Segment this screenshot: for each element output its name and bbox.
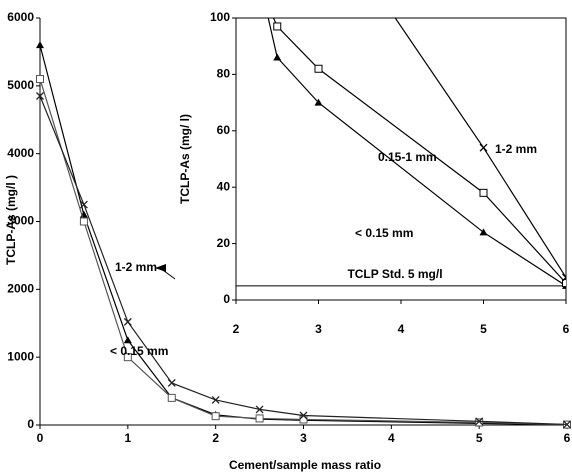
series-annotation: < 0.15 mm: [110, 344, 168, 358]
plot-area: [36, 41, 571, 429]
y-tick-label: 40: [217, 179, 231, 193]
x-tick-label: 6: [564, 431, 571, 445]
marker: [167, 393, 176, 402]
marker: [479, 228, 488, 236]
inset-background: [175, 0, 572, 340]
y-axis-label: TCLP-As (mg/l ): [4, 175, 18, 265]
marker: [314, 64, 323, 73]
marker: [255, 405, 264, 414]
x-tick-label: 4: [388, 431, 395, 445]
x-tick-label: 3: [300, 431, 307, 445]
x-axis-label: Cement/sample mass ratio: [229, 458, 381, 472]
marker: [562, 279, 566, 288]
series-annotation: 0.15-1 mm: [378, 150, 437, 164]
y-tick-label: 6000: [7, 10, 34, 24]
x-tick-label: 4: [398, 322, 405, 336]
y-tick-label: 2000: [7, 282, 34, 296]
marker: [299, 411, 308, 420]
marker: [211, 412, 220, 421]
marker: [479, 143, 488, 152]
series-line: [394, 18, 566, 278]
marker: [36, 92, 44, 100]
x-tick-label: 6: [563, 322, 570, 336]
marker: [167, 378, 176, 387]
x-tick-label: 5: [476, 431, 483, 445]
marker: [563, 420, 571, 429]
arrow-head: [155, 264, 166, 272]
marker: [475, 417, 484, 426]
marker: [273, 22, 282, 31]
x-tick-label: 1: [124, 431, 131, 445]
x-tick-label: 0: [37, 431, 44, 445]
marker: [36, 75, 44, 84]
marker: [79, 217, 88, 226]
y-tick-label: 0: [27, 417, 34, 431]
marker: [273, 53, 282, 61]
marker: [255, 414, 264, 423]
marker: [123, 336, 132, 344]
x-tick-label: 3: [315, 322, 322, 336]
y-tick-label: 4000: [7, 146, 34, 160]
x-tick-label: 5: [480, 322, 487, 336]
y-tick-label: 80: [217, 67, 231, 81]
marker: [123, 317, 132, 326]
series-annotation: < 0.15 mm: [355, 226, 413, 240]
series-annotation: 1-2 mm: [115, 260, 157, 274]
y-tick-label: 100: [210, 10, 230, 24]
y-tick-label: 0: [223, 292, 230, 306]
marker: [299, 415, 308, 424]
x-tick-label: 2: [212, 431, 219, 445]
plot-area: [267, 18, 566, 289]
y-tick-label: 20: [217, 236, 231, 250]
marker: [314, 98, 323, 106]
marker: [123, 353, 132, 362]
series-annotation: 1-2 mm: [495, 142, 537, 156]
marker: [79, 200, 88, 209]
y-tick-label: 5000: [7, 78, 34, 92]
marker: [36, 41, 44, 49]
y-tick-label: 3000: [7, 214, 34, 228]
y-axis-label: TCLP-As (mg/ l): [178, 114, 192, 204]
y-tick-label: 60: [217, 123, 231, 137]
y-tick-label: 1000: [7, 349, 34, 363]
marker: [562, 273, 566, 282]
marker: [475, 418, 484, 427]
x-tick-label: 2: [233, 322, 240, 336]
reference-label: TCLP Std. 5 mg/l: [347, 267, 442, 281]
marker: [211, 395, 220, 404]
marker: [479, 188, 488, 197]
